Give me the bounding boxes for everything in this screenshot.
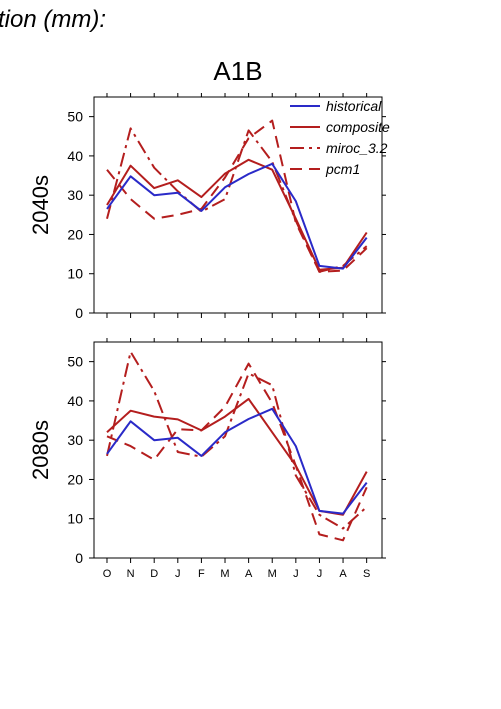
legend-label: pcm1 <box>325 161 360 177</box>
x-tick-label: N <box>127 568 135 580</box>
x-tick-label: M <box>220 568 229 580</box>
x-tick-label: A <box>245 568 253 580</box>
x-tick-label: J <box>293 568 299 580</box>
panel-2040s: 0 10 20 30 40 50 2040s <box>28 93 386 321</box>
legend-label: historical <box>326 98 382 114</box>
figure-title: A1B <box>213 56 262 86</box>
legend-label: composite <box>326 119 390 135</box>
header-text: tion (mm): <box>0 6 106 33</box>
x-tick-label: A <box>339 568 347 580</box>
x-tick-label: J <box>317 568 323 580</box>
y-tick-label: 10 <box>67 266 83 282</box>
series-line-historical <box>106 407 368 515</box>
y-tick-label: 50 <box>67 109 83 125</box>
panel-2080s: 0 10 20 30 40 50 O N D J F M A M J J A S 2080s <box>28 338 386 580</box>
plot-frame <box>93 341 383 559</box>
y-tick-label: 0 <box>75 305 83 321</box>
y-axis-label: 2080s <box>28 420 53 480</box>
y-tick-label: 40 <box>67 393 83 409</box>
y-tick-label: 50 <box>67 354 83 370</box>
legend: historical composite miroc_3.2 pcm1 <box>290 98 390 177</box>
x-tick-label: J <box>175 568 181 580</box>
y-tick-label: 20 <box>67 226 83 242</box>
series-line-pcm1 <box>106 362 368 542</box>
x-tick-label: F <box>198 568 205 580</box>
series-line-miroc-3-2 <box>106 350 368 530</box>
plot-frame <box>93 96 383 314</box>
x-tick-label: O <box>103 568 112 580</box>
x-tick-label: M <box>268 568 277 580</box>
series-line-composite <box>106 397 368 516</box>
y-tick-label: 40 <box>67 148 83 164</box>
x-tick-label: D <box>150 568 158 580</box>
series-line-miroc-3-2 <box>106 127 368 273</box>
y-tick-label: 10 <box>67 511 83 527</box>
y-tick-label: 0 <box>75 550 83 566</box>
series-line-pcm1 <box>106 119 368 273</box>
y-tick-label: 30 <box>67 432 83 448</box>
series-line-composite <box>106 158 368 271</box>
y-tick-label: 20 <box>67 471 83 487</box>
series-line-historical <box>106 162 368 270</box>
legend-label: miroc_3.2 <box>326 140 388 156</box>
x-tick-label: S <box>363 568 370 580</box>
y-axis-label: 2040s <box>28 175 53 235</box>
y-tick-label: 30 <box>67 187 83 203</box>
